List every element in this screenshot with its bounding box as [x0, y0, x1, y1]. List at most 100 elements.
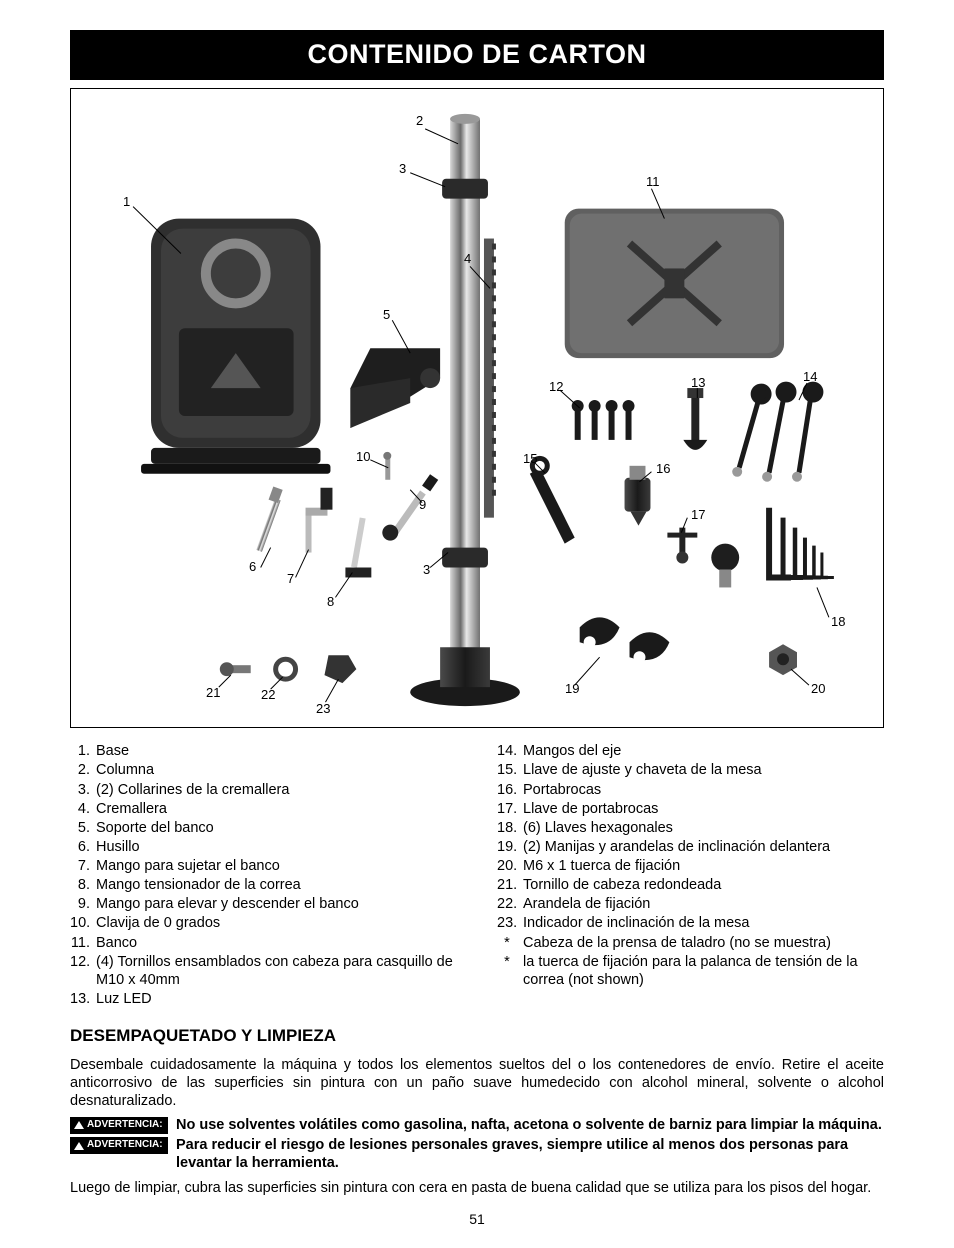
warning-badge: ADVERTENCIA: [70, 1117, 168, 1134]
list-item-text: Llave de portabrocas [523, 800, 884, 818]
parts-list-item: 19.(2) Manijas y arandelas de inclinació… [497, 837, 884, 856]
parts-list-item: 6.Husillo [70, 837, 457, 856]
part-column [410, 114, 520, 706]
list-item-number: 6. [70, 838, 96, 856]
list-item-text: M6 x 1 tuerca de fijación [523, 857, 884, 875]
list-item-text: Portabrocas [523, 781, 884, 799]
part-spindle [256, 486, 282, 551]
list-item-text: Mango para elevar y descender el banco [96, 895, 457, 913]
list-item-number: 20. [497, 857, 523, 875]
callout-21: 21 [206, 685, 220, 701]
list-item-number: 18. [497, 819, 523, 837]
callout-5: 5 [383, 307, 390, 323]
list-item-number: 5. [70, 819, 96, 837]
part-base [141, 218, 330, 473]
callout-4: 4 [464, 251, 471, 267]
list-item-text: Base [96, 742, 457, 760]
part-tilt-handles-19 [580, 617, 670, 663]
part-wrench-15 [530, 456, 575, 544]
parts-list-left: 1.Base2.Columna3.(2) Collarines de la cr… [70, 742, 457, 1009]
intro-paragraph: Desembale cuidadosamente la máquina y to… [70, 1056, 884, 1110]
parts-list-item: 22.Arandela de fijación [497, 895, 884, 914]
part-chuck-16 [625, 466, 651, 526]
parts-list-item: 23.Indicador de inclinación de la mesa [497, 914, 884, 933]
callout-2: 2 [416, 113, 423, 129]
part-led-13 [683, 388, 707, 450]
warning-2-text: Para reducir el riesgo de lesiones perso… [176, 1136, 884, 1172]
parts-list-item: 3.(2) Collarines de la cremallera [70, 780, 457, 799]
callout-9: 9 [419, 497, 426, 513]
part-handle-9 [382, 474, 438, 540]
list-item-text: Indicador de inclinación de la mesa [523, 914, 884, 932]
list-item-number: 21. [497, 876, 523, 894]
list-item-text: Luz LED [96, 990, 457, 1008]
list-item-number: 11. [70, 934, 96, 952]
parts-list-item: 11.Banco [70, 933, 457, 952]
parts-list-item: 5.Soporte del banco [70, 818, 457, 837]
callout-22: 22 [261, 687, 275, 703]
callout-17: 17 [691, 507, 705, 523]
list-item-number: 7. [70, 857, 96, 875]
list-item-text: Columna [96, 761, 457, 779]
list-item-number: * [497, 934, 523, 952]
part-handle-7 [306, 488, 333, 553]
list-item-number: 14. [497, 742, 523, 760]
warning-icon [74, 1142, 84, 1150]
warning-label-text: ADVERTENCIA: [87, 1139, 163, 1152]
list-item-number: 12. [70, 953, 96, 971]
callout-3: 3 [399, 161, 406, 177]
parts-list-item: 17.Llave de portabrocas [497, 799, 884, 818]
callout-14: 14 [803, 369, 817, 385]
parts-list-item: 20.M6 x 1 tuerca de fijación [497, 857, 884, 876]
list-item-text: Arandela de fijación [523, 895, 884, 913]
list-item-text: Tornillo de cabeza redondeada [523, 876, 884, 894]
list-item-text: (2) Manijas y arandelas de inclinación d… [523, 838, 884, 856]
warning-1-text: No use solventes volátiles como gasolina… [176, 1116, 884, 1134]
warning-row-1: ADVERTENCIA: No use solventes volátiles … [70, 1116, 884, 1134]
parts-list-item: 10.Clavija de 0 grados [70, 914, 457, 933]
warning-row-2: ADVERTENCIA: Para reducir el riesgo de l… [70, 1136, 884, 1172]
parts-list-item: 21.Tornillo de cabeza redondeada [497, 876, 884, 895]
callout-3b: 3 [423, 562, 430, 578]
list-item-text: Cabeza de la prensa de taladro (no se mu… [523, 934, 884, 952]
closing-paragraph: Luego de limpiar, cubra las superficies … [70, 1179, 884, 1197]
callout-11: 11 [646, 174, 660, 190]
list-item-text: (2) Collarines de la cremallera [96, 781, 457, 799]
list-item-number: 3. [70, 781, 96, 799]
list-item-number: 8. [70, 876, 96, 894]
diagram-svg [71, 89, 883, 727]
part-handle-8 [345, 517, 371, 577]
list-item-text: Soporte del banco [96, 819, 457, 837]
part-knob-a [711, 543, 739, 587]
list-item-number: 10. [70, 914, 96, 932]
section-title: CONTENIDO DE CARTON [70, 30, 884, 80]
parts-list-item: 7.Mango para sujetar el banco [70, 857, 457, 876]
callout-13: 13 [691, 375, 705, 391]
part-collar-top [442, 178, 488, 198]
list-item-number: 19. [497, 838, 523, 856]
part-table [565, 208, 784, 358]
parts-list-item: 2.Columna [70, 761, 457, 780]
callout-6: 6 [249, 559, 256, 575]
parts-list-item: 18.(6) Llaves hexagonales [497, 818, 884, 837]
list-item-text: Mangos del eje [523, 742, 884, 760]
callout-16: 16 [656, 461, 670, 477]
parts-list-item: 1.Base [70, 742, 457, 761]
parts-list-item: 13.Luz LED [70, 989, 457, 1008]
callout-18: 18 [831, 614, 845, 630]
warning-badge: ADVERTENCIA: [70, 1137, 168, 1154]
page-number: 51 [70, 1211, 884, 1229]
list-item-text: Cremallera [96, 800, 457, 818]
parts-list-item: 16.Portabrocas [497, 780, 884, 799]
parts-diagram: 1 2 3 4 5 6 7 8 9 10 11 12 13 14 15 16 1… [70, 88, 884, 728]
warning-label-text: ADVERTENCIA: [87, 1119, 163, 1132]
part-collar-bottom [442, 547, 488, 567]
warning-icon [74, 1121, 84, 1129]
callout-12: 12 [549, 379, 563, 395]
part-hex-keys-18 [769, 507, 834, 577]
list-item-number: 1. [70, 742, 96, 760]
parts-list-item: 8.Mango tensionador de la correa [70, 876, 457, 895]
parts-list-item: *Cabeza de la prensa de taladro (no se m… [497, 933, 884, 952]
callout-15: 15 [523, 451, 537, 467]
list-item-text: Clavija de 0 grados [96, 914, 457, 932]
